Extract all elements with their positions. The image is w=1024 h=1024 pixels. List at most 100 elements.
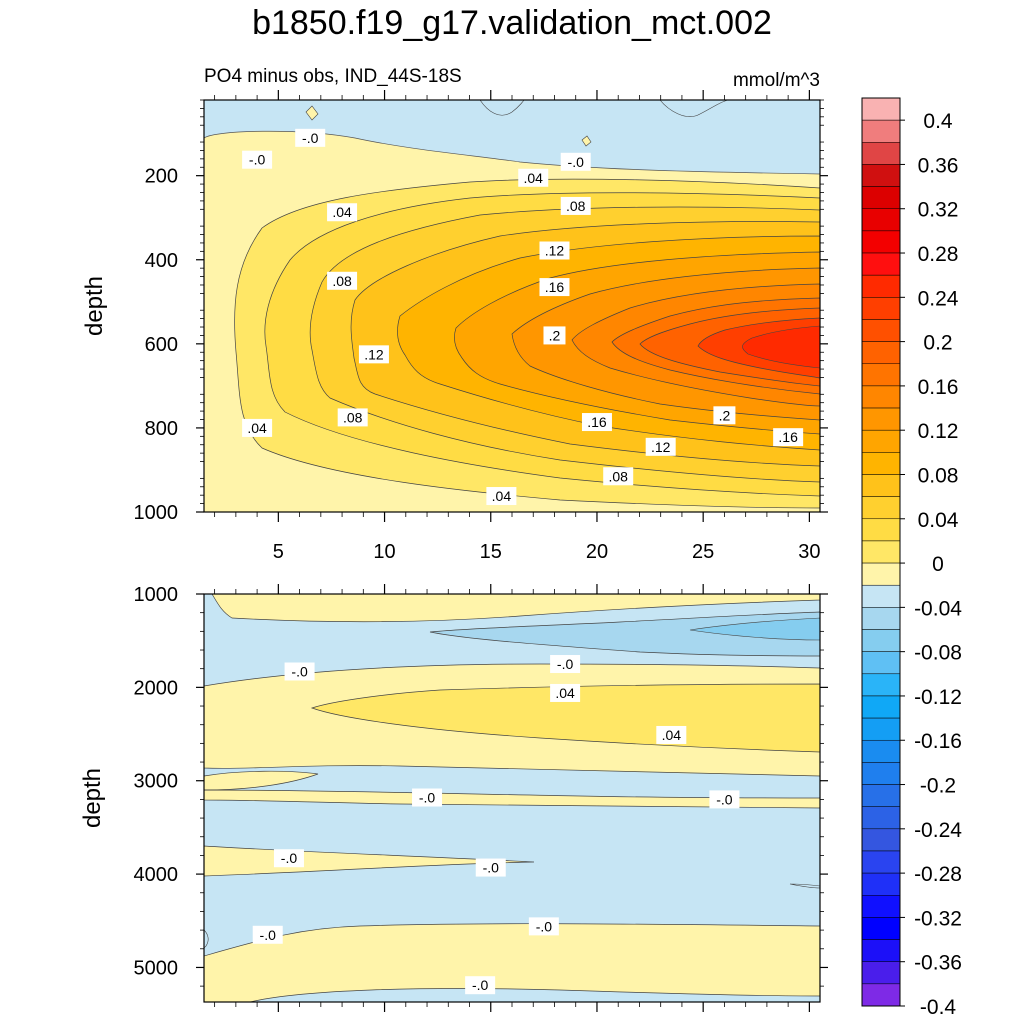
lower-y-tick-label: 4000 bbox=[134, 864, 179, 886]
colorbar-swatch bbox=[861, 319, 901, 342]
contour-label-box bbox=[465, 976, 496, 995]
contour-label: -.0 bbox=[550, 655, 581, 674]
contour-label-box bbox=[550, 655, 581, 674]
colorbar-swatch bbox=[861, 607, 901, 630]
contour-label-box bbox=[518, 168, 549, 187]
lower-y-tick-label: 2000 bbox=[134, 677, 179, 699]
colorbar-tick-label: 0.36 bbox=[918, 154, 959, 177]
colorbar-swatch bbox=[861, 784, 901, 807]
colorbar-swatch bbox=[861, 673, 901, 697]
colorbar-tick-label: 0.16 bbox=[918, 376, 959, 399]
contour-label-box bbox=[358, 345, 389, 364]
upper-contour-labels: -.0 -.0 -.0 .04 .04 .08 .12 .08 .16 .2 .12 .08 .04 .1… bbox=[242, 128, 804, 506]
upper-y-tick-label: 1000 bbox=[134, 502, 179, 524]
contour-label-text: .04 bbox=[662, 727, 682, 743]
contour-label-box bbox=[581, 413, 612, 432]
contour-label-box bbox=[560, 196, 591, 215]
contour-label: -.0 bbox=[528, 917, 559, 936]
upper-y-axis-label: depth bbox=[81, 276, 108, 336]
units-label: mmol/m^3 bbox=[733, 70, 820, 91]
contour-label-box bbox=[656, 725, 687, 744]
chart-title: b1850.f19_g17.validation_mct.002 bbox=[252, 4, 772, 42]
upper-x-tick-label: 15 bbox=[480, 541, 502, 563]
colorbar-tick-label: -0.32 bbox=[914, 907, 962, 930]
colorbar-swatch bbox=[861, 297, 901, 320]
upper-x-tick-label: 5 bbox=[273, 541, 284, 563]
colorbar-swatch bbox=[861, 496, 901, 520]
colorbar-swatch bbox=[861, 828, 901, 852]
contour-label-box bbox=[284, 662, 315, 681]
colorbar-swatch bbox=[861, 252, 901, 276]
colorbar-swatch bbox=[861, 274, 901, 298]
colorbar: 0.4 0.36 0.32 0.28 0.24 0.2 0.16 0.12 0.08 0.04 0 -… bbox=[861, 97, 962, 1019]
colorbar-tick-label: -0.04 bbox=[914, 597, 962, 620]
colorbar-tick-label: -0.2 bbox=[920, 775, 956, 798]
contour-label: .12 bbox=[645, 437, 676, 456]
contour-label: .04 bbox=[518, 168, 549, 187]
colorbar-swatch bbox=[861, 429, 901, 453]
contour-label-text: .16 bbox=[587, 414, 607, 430]
colorbar-swatch bbox=[861, 164, 901, 187]
colorbar-swatch bbox=[861, 739, 901, 763]
contour-label: .04 bbox=[242, 418, 273, 437]
upper-axis-ticks: 200 400 600 800 1000 5 10 15 20 25 30 bbox=[134, 90, 828, 563]
contour-label-box bbox=[528, 917, 559, 936]
contour-label-text: .04 bbox=[524, 170, 544, 186]
subtitle-left: PO4 minus obs, IND_44S-18S bbox=[204, 66, 462, 87]
contour-label-text: .12 bbox=[364, 346, 384, 362]
contour-label: -.0 bbox=[242, 150, 273, 169]
contour-label-text: .2 bbox=[549, 327, 561, 343]
contour-label-text: .16 bbox=[545, 279, 565, 295]
contour-label-text: .08 bbox=[332, 273, 352, 289]
lower-y-axis-label: depth bbox=[79, 768, 106, 828]
contour-label-box bbox=[539, 241, 570, 260]
colorbar-tick-label: 0.24 bbox=[918, 287, 959, 310]
contour-label-box bbox=[337, 408, 368, 427]
colorbar-tick-label: -0.16 bbox=[914, 730, 962, 753]
contour-label-box bbox=[412, 788, 443, 807]
lower-y-tick-label: 5000 bbox=[134, 957, 179, 979]
contour-label: .04 bbox=[327, 203, 358, 222]
contour-label: .2 bbox=[543, 326, 566, 345]
contour-label: .08 bbox=[560, 196, 591, 215]
colorbar-swatch bbox=[861, 142, 901, 165]
contour-label-text: .08 bbox=[566, 198, 586, 214]
colorbar-swatch bbox=[861, 961, 901, 985]
colorbar-tick-label: -0.08 bbox=[914, 642, 962, 665]
colorbar-tick-label: 0.2 bbox=[923, 332, 952, 355]
contour-label-text: .12 bbox=[545, 243, 565, 259]
upper-y-tick-label: 200 bbox=[145, 166, 178, 188]
contour-label: .16 bbox=[581, 413, 612, 432]
contour-label-box bbox=[709, 790, 740, 809]
colorbar-swatch bbox=[861, 717, 901, 741]
contour-label-box bbox=[242, 418, 273, 437]
colorbar-swatch bbox=[861, 452, 901, 475]
contour-label-box bbox=[603, 467, 634, 486]
contour-label: -.0 bbox=[412, 788, 443, 807]
contour-label: -.0 bbox=[252, 925, 283, 944]
colorbar-swatch bbox=[861, 97, 901, 121]
colorbar-swatch bbox=[861, 872, 901, 896]
contour-label: .2 bbox=[713, 406, 736, 425]
contour-label-box bbox=[273, 849, 304, 868]
contour-label-text: .04 bbox=[555, 685, 575, 701]
colorbar-swatch bbox=[861, 407, 901, 431]
colorbar-swatch bbox=[861, 584, 901, 608]
contour-label-box bbox=[645, 437, 676, 456]
upper-y-tick-label: 600 bbox=[145, 334, 178, 356]
contour-label-text: -.0 bbox=[557, 656, 574, 672]
contour-label: .04 bbox=[550, 683, 581, 702]
colorbar-swatch bbox=[861, 385, 901, 409]
colorbar-swatch bbox=[861, 762, 901, 785]
contour-label-text: -.0 bbox=[472, 977, 489, 993]
colorbar-tick-label: 0.4 bbox=[923, 110, 953, 133]
upper-x-tick-label: 10 bbox=[373, 541, 395, 563]
colorbar-swatch bbox=[861, 119, 901, 143]
contour-label-text: .04 bbox=[492, 488, 512, 504]
contour-label: -.0 bbox=[284, 662, 315, 681]
colorbar-tick-label: -0.28 bbox=[914, 863, 962, 886]
colorbar-tick-label: 0.28 bbox=[918, 243, 959, 266]
lower-y-tick-label: 1000 bbox=[134, 584, 179, 606]
colorbar-tick-label: -0.4 bbox=[920, 996, 957, 1019]
